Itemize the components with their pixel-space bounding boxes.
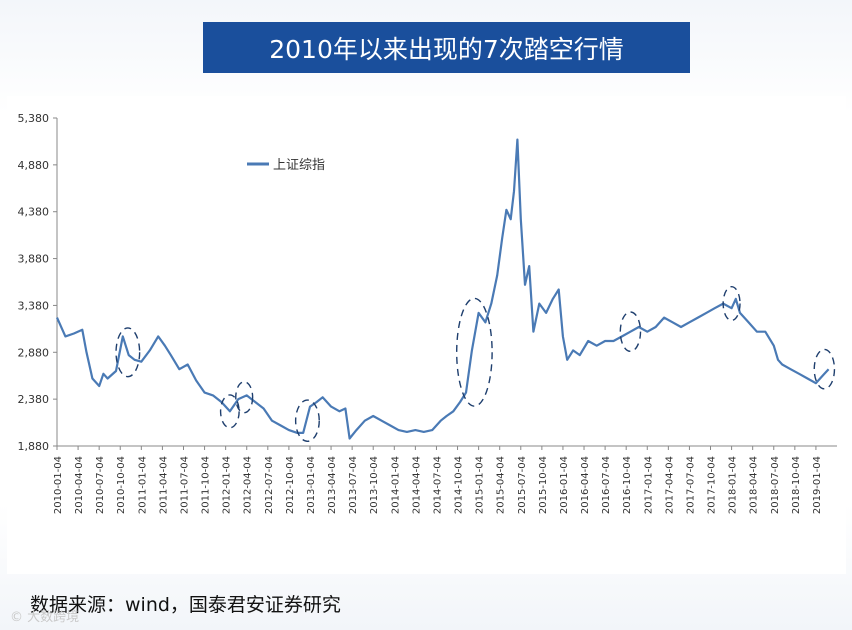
x-tick-label: 2017-10-04 bbox=[707, 456, 718, 514]
x-tick-label: 2016-04-04 bbox=[580, 456, 591, 514]
x-tick-label: 2010-01-04 bbox=[53, 456, 64, 514]
x-tick-label: 2010-07-04 bbox=[95, 456, 106, 514]
x-tick-label: 2012-04-04 bbox=[243, 456, 254, 514]
dashed-ellipse-annotation bbox=[115, 327, 141, 378]
y-tick-label: 3,880 bbox=[18, 253, 50, 266]
chart-panel: 1,880 2,380 2,880 3,380 3,880 4,380 4,880 5,380… bbox=[7, 96, 846, 574]
page-title: 2010年以来出现的7次踏空行情 bbox=[203, 22, 690, 73]
x-tick-label: 2015-10-04 bbox=[538, 456, 549, 514]
x-tick-label: 2016-07-04 bbox=[601, 456, 612, 514]
dashed-ellipse-annotation bbox=[813, 348, 836, 390]
x-tick-label: 2012-10-04 bbox=[285, 456, 296, 514]
y-tick-label: 2,380 bbox=[18, 393, 50, 406]
dashed-ellipse-annotation bbox=[235, 381, 254, 414]
y-tick-label: 4,880 bbox=[18, 159, 50, 172]
series-line-shanghai-composite bbox=[55, 138, 830, 440]
x-tick-label: 2015-01-04 bbox=[475, 456, 486, 514]
x-tick-label: 2014-10-04 bbox=[454, 456, 465, 514]
x-tick-label: 2014-01-04 bbox=[390, 456, 401, 514]
x-tick-label: 2018-07-04 bbox=[770, 456, 781, 514]
x-tick-label: 2011-10-04 bbox=[201, 456, 212, 514]
y-tick-label: 4,380 bbox=[18, 206, 50, 219]
x-tick-label: 2017-01-04 bbox=[643, 456, 654, 514]
dashed-ellipse-annotation bbox=[455, 297, 493, 407]
legend-label: 上证综指 bbox=[273, 158, 325, 173]
dashed-ellipse-annotation bbox=[722, 285, 741, 322]
x-tick-label: 2011-04-04 bbox=[158, 456, 169, 514]
x-tick-label: 2013-10-04 bbox=[369, 456, 380, 514]
y-tick-label: 1,880 bbox=[18, 440, 50, 453]
x-tick-label: 2017-07-04 bbox=[685, 456, 696, 514]
x-tick-label: 2016-10-04 bbox=[622, 456, 633, 514]
y-tick-label: 3,380 bbox=[18, 299, 50, 312]
x-tick-label: 2018-04-04 bbox=[749, 456, 760, 514]
x-tick-label: 2018-10-04 bbox=[791, 456, 802, 514]
x-tick-label: 2015-07-04 bbox=[517, 456, 528, 514]
x-tick-label: 2015-04-04 bbox=[496, 456, 507, 514]
watermark: © 大数跨境 bbox=[10, 610, 80, 625]
line-chart: 1,880 2,380 2,880 3,380 3,880 4,380 4,880 5,380… bbox=[18, 112, 837, 514]
x-tick-label: 2010-04-04 bbox=[74, 456, 85, 514]
x-tick-label: 2010-10-04 bbox=[116, 456, 127, 514]
x-tick-label: 2014-04-04 bbox=[411, 456, 422, 514]
x-tick-label: 2018-01-04 bbox=[728, 456, 739, 514]
x-tick-label: 2011-01-04 bbox=[137, 456, 148, 514]
y-tick-label: 2,880 bbox=[18, 346, 50, 359]
x-tick-label: 2013-04-04 bbox=[327, 456, 338, 514]
y-tick-label: 5,380 bbox=[18, 112, 50, 125]
x-tick-label: 2012-07-04 bbox=[264, 456, 275, 514]
dashed-ellipse-annotation bbox=[294, 399, 320, 443]
data-source-note: 数据来源：wind，国泰君安证券研究 bbox=[30, 594, 341, 616]
x-tick-label: 2013-07-04 bbox=[348, 456, 359, 514]
x-tick-label: 2013-01-04 bbox=[306, 456, 317, 514]
x-tick-label: 2014-07-04 bbox=[432, 456, 443, 514]
x-tick-label: 2016-01-04 bbox=[559, 456, 570, 514]
x-tick-label: 2011-07-04 bbox=[179, 456, 190, 514]
x-tick-label: 2012-01-04 bbox=[222, 456, 233, 514]
dashed-ellipse-annotation bbox=[219, 394, 240, 429]
x-tick-label: 2017-04-04 bbox=[664, 456, 675, 514]
x-tick-label: 2019-01-04 bbox=[812, 456, 823, 514]
